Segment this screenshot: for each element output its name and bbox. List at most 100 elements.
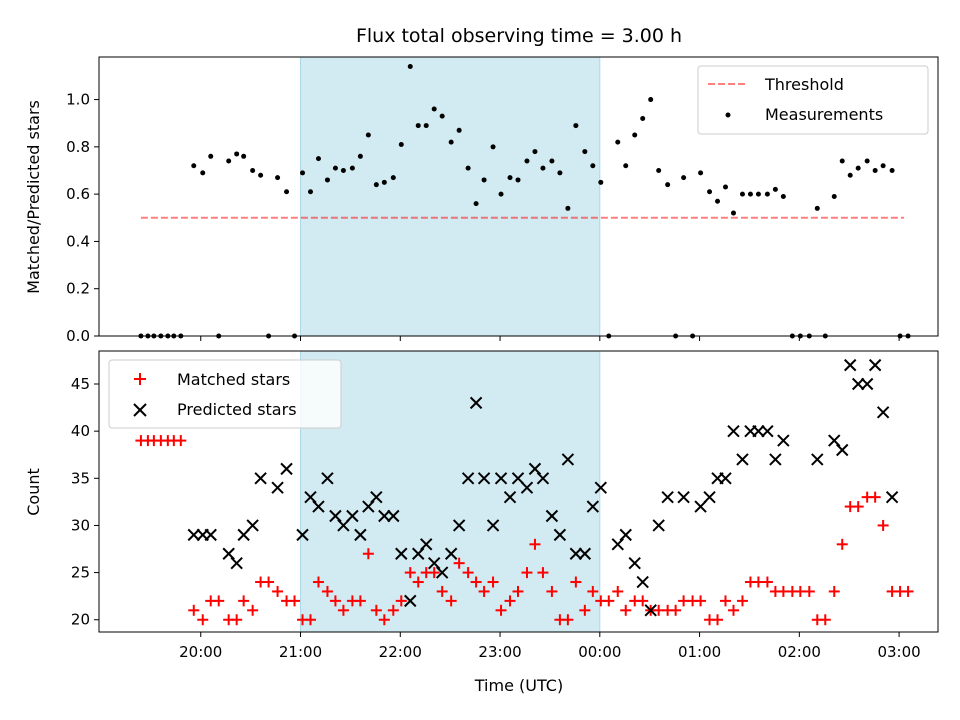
matched-star-point — [612, 585, 624, 597]
matched-star-point — [537, 567, 549, 579]
measurement-point — [373, 182, 379, 188]
measurement-point — [839, 158, 845, 164]
predicted-star-point — [868, 358, 882, 372]
measurement-point — [855, 165, 861, 171]
ratio-panel: 0.0 0.2 0.4 0.6 0.8 1.0 Matched/Predicted sta… — [24, 56, 939, 345]
predicted-star-point — [553, 528, 567, 542]
matched-star-point — [238, 595, 250, 607]
measurement-point — [498, 191, 504, 197]
predicted-star-point — [719, 472, 732, 485]
measurement-point — [582, 149, 588, 155]
predicted-star-point — [237, 528, 250, 542]
matched-star-point — [570, 576, 582, 588]
matched-star-point — [603, 595, 615, 607]
matched-star-point — [428, 567, 440, 579]
measurement-point — [772, 186, 778, 192]
count-x-tick-label: 22:00 — [379, 643, 422, 661]
observing-window-shade — [300, 350, 601, 633]
predicted-star-point — [561, 453, 575, 466]
predicted-star-point — [520, 481, 534, 494]
predicted-star-point — [619, 528, 632, 542]
predicted-star-point — [346, 509, 359, 523]
ratio-y-tick-label: 1.0 — [66, 91, 90, 109]
measurement-point — [226, 158, 232, 164]
measurement-point — [415, 123, 421, 129]
predicted-star-point — [752, 424, 765, 438]
measurement-point — [623, 163, 629, 169]
matched-star-point — [670, 604, 682, 616]
matched-star-point — [321, 585, 333, 597]
predicted-star-point — [828, 434, 841, 447]
ratio-legend-box — [697, 65, 929, 135]
count-x-tick-label: 21:00 — [279, 643, 322, 661]
predicted-star-point — [569, 547, 583, 560]
predicted-star-point — [395, 547, 408, 560]
predicted-star-point — [444, 547, 458, 560]
matched-star-point — [387, 604, 399, 616]
matched-star-point — [445, 595, 457, 607]
measurement-point — [864, 158, 870, 164]
predicted-star-point — [736, 453, 749, 466]
measurement-point — [448, 139, 454, 145]
measurement-point — [615, 139, 621, 145]
matched-star-point — [188, 604, 200, 616]
predicted-star-point — [611, 538, 624, 551]
measurement-point — [847, 172, 853, 178]
matched-star-point — [470, 576, 482, 588]
count-legend: Matched stars Predicted stars — [108, 359, 342, 429]
predicted-star-point — [452, 519, 466, 532]
predicted-star-point — [370, 490, 383, 504]
matched-star-point — [312, 576, 324, 588]
count-x-tick-label: 23:00 — [478, 643, 521, 661]
matched-star-point — [231, 614, 243, 626]
predicted-star-point — [851, 377, 865, 391]
measurement-point — [515, 177, 521, 183]
matched-star-point — [902, 585, 914, 597]
measurement-point — [640, 115, 646, 121]
matched-star-point — [819, 614, 831, 626]
matched-star-point — [478, 585, 490, 597]
measurement-point — [365, 132, 371, 138]
predicted-star-point — [404, 594, 417, 608]
predicted-star-point — [811, 453, 824, 466]
predicted-star-point — [486, 519, 500, 532]
predicted-star-point — [677, 490, 690, 504]
legend-matched-label: Matched stars — [177, 370, 290, 389]
matched-star-point — [487, 576, 499, 588]
chart-title: Flux total observing time = 3.00 h — [356, 25, 682, 47]
count-legend-box — [108, 359, 342, 429]
predicted-star-point — [246, 519, 259, 532]
measurement-point — [208, 153, 214, 159]
measurement-point — [473, 201, 479, 207]
measurement-point — [814, 205, 820, 211]
predicted-star-point — [528, 462, 542, 476]
predicted-star-point — [461, 472, 475, 485]
predicted-star-point — [204, 528, 217, 542]
predicted-star-point — [477, 472, 491, 485]
measurement-point — [423, 123, 429, 129]
predicted-star-point — [230, 556, 243, 570]
predicted-star-point — [337, 519, 350, 532]
matched-star-point — [175, 435, 187, 447]
measurement-point — [565, 205, 571, 211]
measurement-point — [764, 191, 770, 197]
predicted-star-point — [536, 472, 550, 485]
count-x-axis-title: Time (UTC) — [474, 676, 563, 695]
predicted-star-point — [296, 528, 309, 542]
ratio-y-axis-title: Matched/Predicted stars — [24, 100, 43, 294]
measurement-point — [698, 170, 704, 176]
matched-star-point — [727, 604, 739, 616]
matched-star-point — [329, 595, 341, 607]
measurement-point — [755, 191, 761, 197]
matched-star-point — [877, 519, 889, 531]
measurement-point — [324, 177, 330, 183]
matched-star-point — [337, 604, 349, 616]
measurement-point — [648, 97, 654, 103]
measurement-point — [656, 167, 662, 173]
matched-star-point — [529, 538, 541, 550]
matched-star-point — [263, 576, 275, 588]
measurement-point — [275, 175, 281, 181]
measurement-point — [549, 158, 555, 164]
matched-star-point — [521, 567, 533, 579]
matched-star-point — [712, 614, 724, 626]
